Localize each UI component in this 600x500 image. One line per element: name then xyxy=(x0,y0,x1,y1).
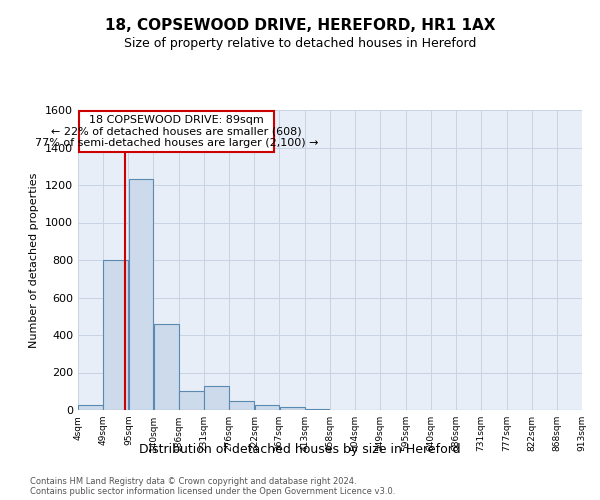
Text: 18, COPSEWOOD DRIVE, HEREFORD, HR1 1AX: 18, COPSEWOOD DRIVE, HEREFORD, HR1 1AX xyxy=(105,18,495,32)
Text: Distribution of detached houses by size in Hereford: Distribution of detached houses by size … xyxy=(139,442,461,456)
Bar xyxy=(154,324,179,410)
Text: ← 22% of detached houses are smaller (608): ← 22% of detached houses are smaller (60… xyxy=(52,126,302,136)
Bar xyxy=(179,391,203,410)
Text: Size of property relative to detached houses in Hereford: Size of property relative to detached ho… xyxy=(124,38,476,51)
Bar xyxy=(103,260,128,410)
Bar xyxy=(78,405,103,410)
Bar xyxy=(229,400,254,410)
Bar xyxy=(129,180,153,410)
Text: Contains HM Land Registry data © Crown copyright and database right 2024.: Contains HM Land Registry data © Crown c… xyxy=(30,478,356,486)
Bar xyxy=(79,111,274,152)
Text: Contains public sector information licensed under the Open Government Licence v3: Contains public sector information licen… xyxy=(30,488,395,496)
Text: 18 COPSEWOOD DRIVE: 89sqm: 18 COPSEWOOD DRIVE: 89sqm xyxy=(89,114,264,124)
Bar xyxy=(254,405,279,410)
Bar xyxy=(305,409,329,410)
Y-axis label: Number of detached properties: Number of detached properties xyxy=(29,172,40,348)
Bar xyxy=(204,386,229,410)
Text: 77% of semi-detached houses are larger (2,100) →: 77% of semi-detached houses are larger (… xyxy=(35,138,319,148)
Bar xyxy=(280,406,305,410)
